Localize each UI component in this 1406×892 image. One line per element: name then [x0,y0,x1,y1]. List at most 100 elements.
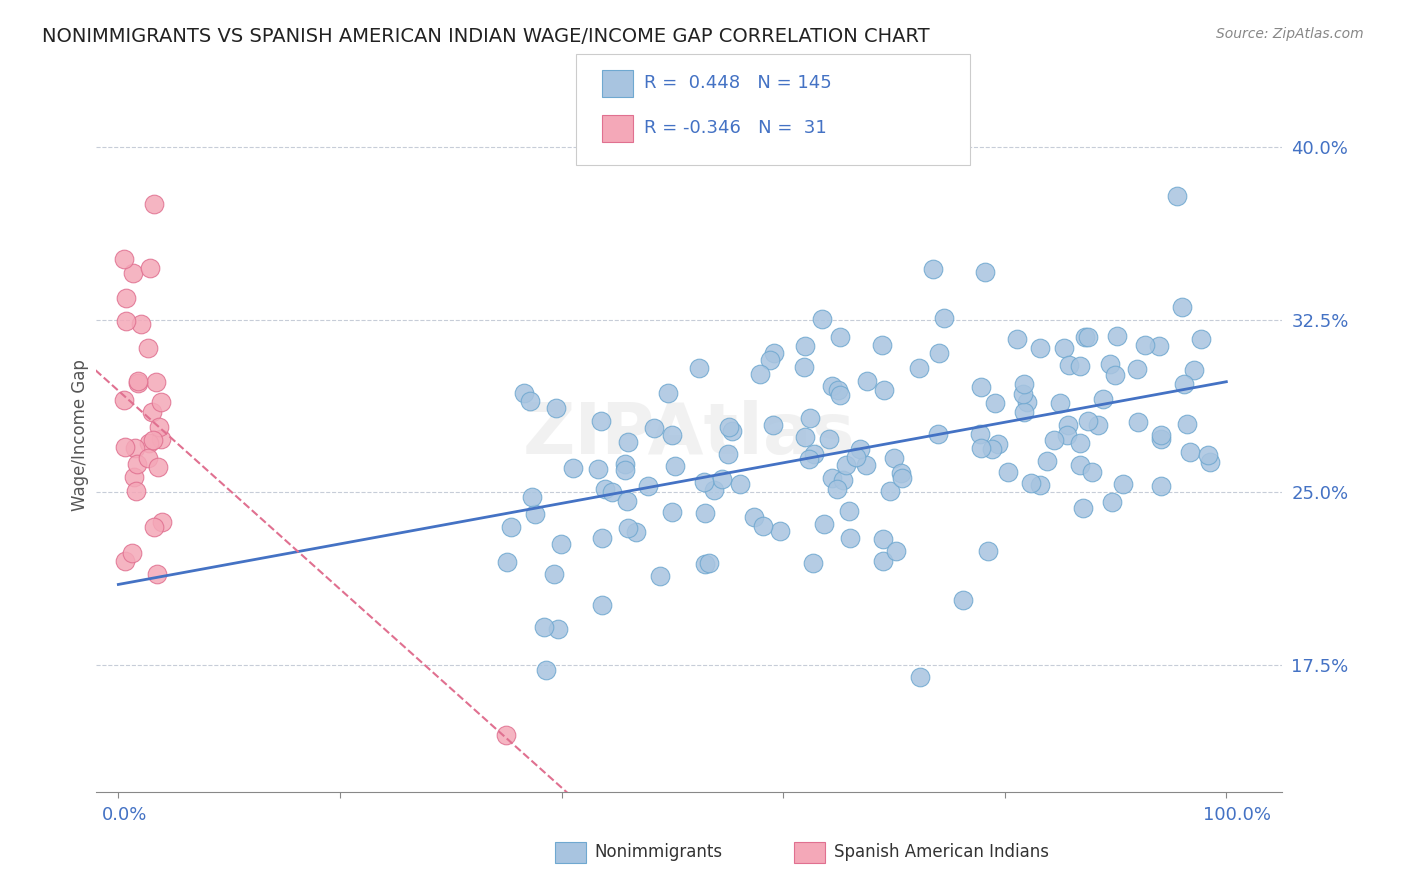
Point [752,518,775,533]
Point [614,458,637,472]
Point [813,516,835,531]
Point [803,447,825,461]
Point [139,260,162,275]
Point [799,411,821,425]
Point [928,346,950,360]
Point [561,460,583,475]
Text: R = -0.346   N =  31: R = -0.346 N = 31 [644,119,827,136]
Point [742,509,765,524]
Point [664,458,686,473]
Point [131,317,153,331]
Point [533,620,555,634]
Point [997,465,1019,479]
Point [593,483,616,497]
Point [922,262,945,277]
Point [797,452,820,467]
Point [832,473,855,487]
Point [908,670,931,684]
Point [693,558,716,572]
Point [1091,392,1114,406]
Point [758,352,780,367]
Point [1112,476,1135,491]
Point [1189,332,1212,346]
Point [793,430,815,444]
Point [907,361,929,376]
Point [1180,445,1202,459]
Point [879,484,901,499]
Point [617,435,640,450]
Point [1107,329,1129,343]
Point [146,460,169,475]
Text: ZIPAtlas: ZIPAtlas [523,401,855,469]
Point [127,374,149,388]
Point [811,311,834,326]
Point [637,478,659,492]
Point [524,508,547,522]
Point [617,521,640,535]
Point [550,537,572,551]
Point [148,420,170,434]
Point [145,375,167,389]
Point [884,543,907,558]
Text: Spanish American Indians: Spanish American Indians [834,843,1049,861]
Point [835,458,858,472]
Point [1199,455,1222,469]
Text: R =  0.448   N = 145: R = 0.448 N = 145 [644,74,832,92]
Point [600,484,623,499]
Point [872,532,894,546]
Text: Nonimmigrants: Nonimmigrants [595,843,723,861]
Point [136,451,159,466]
Point [1069,458,1091,472]
Point [711,472,734,486]
Point [591,531,613,545]
Point [763,346,786,360]
Point [146,567,169,582]
Point [721,424,744,438]
Point [141,404,163,418]
Point [974,265,997,279]
Point [977,543,1000,558]
Point [1029,341,1052,355]
Point [1011,387,1033,401]
Point [717,447,740,461]
Point [1056,417,1078,432]
Point [969,380,991,394]
Point [981,442,1004,456]
Point [838,504,860,518]
Point [589,414,612,428]
Point [695,506,717,520]
Point [519,394,541,409]
Point [1173,377,1195,392]
Point [828,330,851,344]
Point [496,555,519,569]
Point [149,395,172,409]
Point [1126,362,1149,376]
Point [1150,432,1173,446]
Point [697,556,720,570]
Point [1074,330,1097,344]
Point [547,622,569,636]
Point [495,727,517,741]
Point [591,598,613,612]
Point [142,433,165,447]
Point [1147,339,1170,353]
Point [703,483,725,498]
Text: 0.0%: 0.0% [101,806,148,824]
Point [1197,448,1219,462]
Point [1126,415,1149,429]
Point [112,252,135,266]
Point [112,392,135,407]
Point [728,476,751,491]
Point [127,376,149,390]
Point [122,470,145,484]
Point [984,396,1007,410]
Point [624,525,647,540]
Point [1069,436,1091,450]
Point [1017,394,1039,409]
Point [688,361,710,376]
Point [1056,428,1078,442]
Point [1171,301,1194,315]
Point [845,450,868,465]
Point [534,663,557,677]
Point [1005,332,1028,346]
